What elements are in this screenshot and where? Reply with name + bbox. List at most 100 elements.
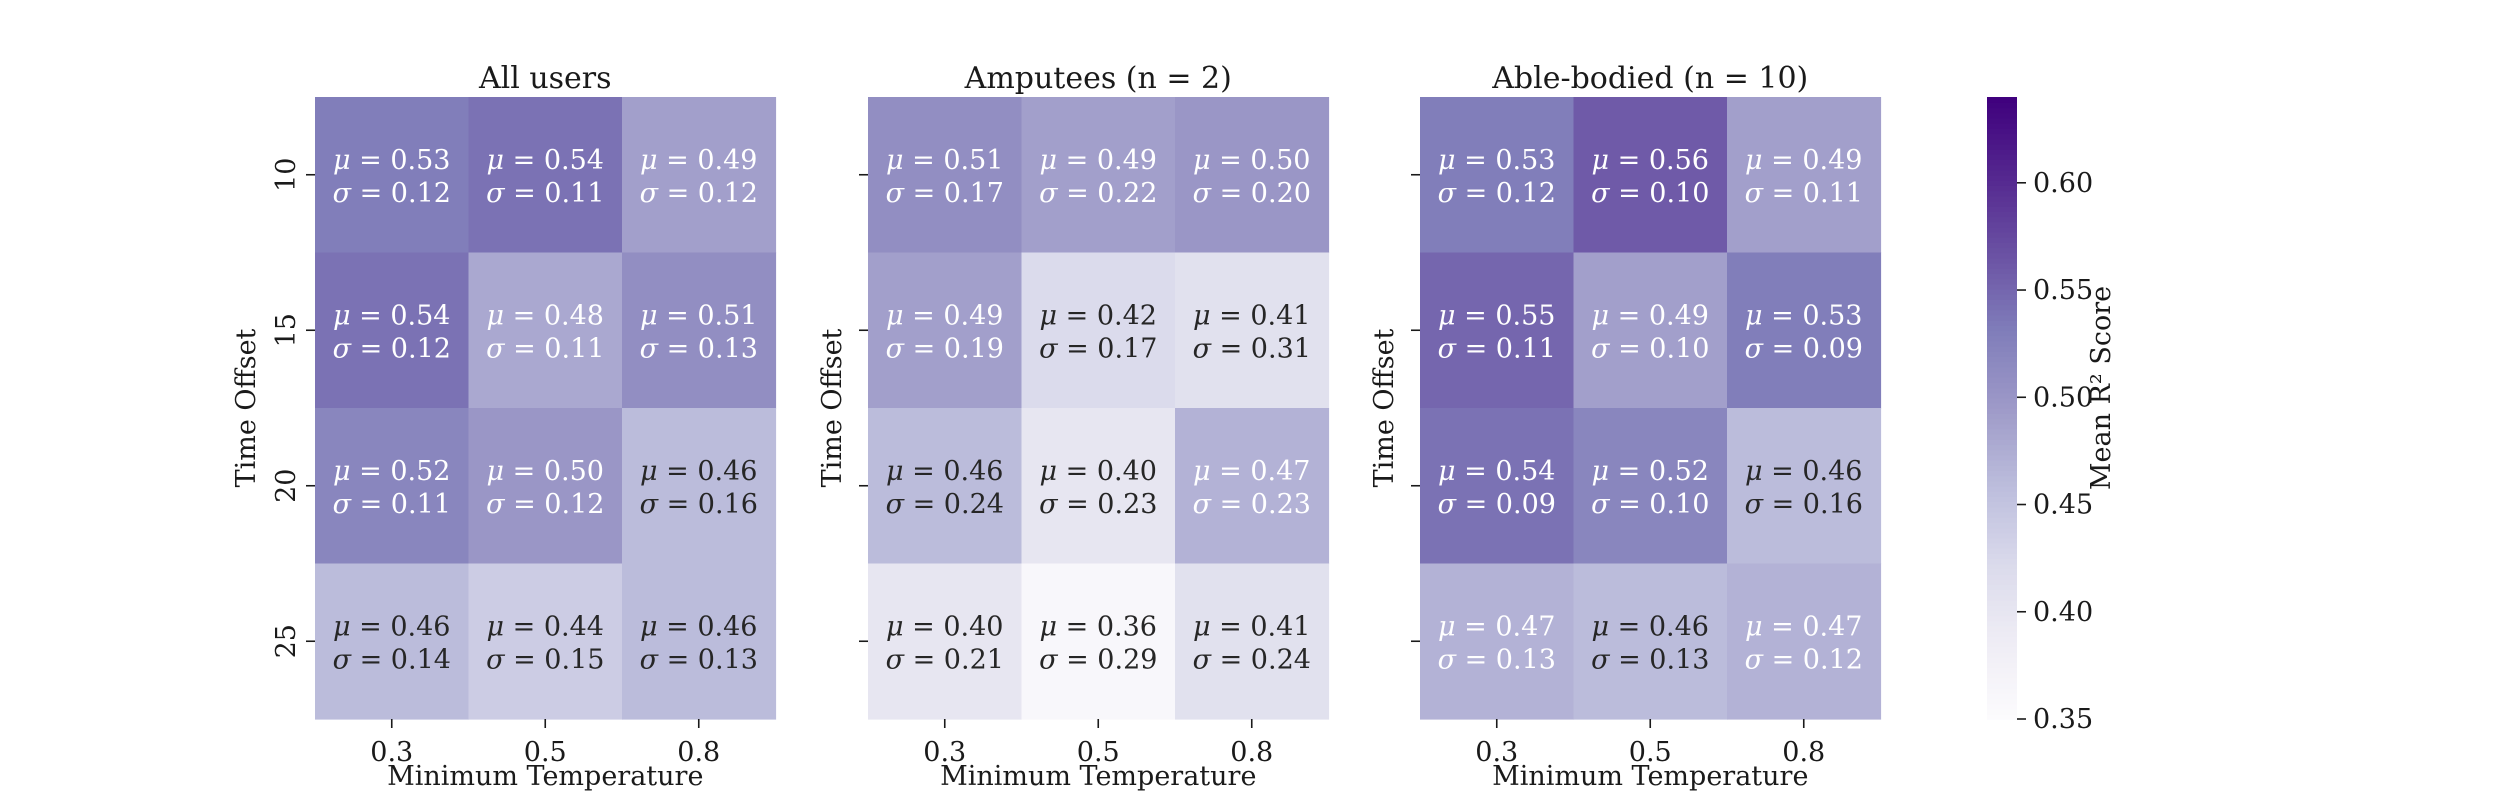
colorbar-segment [1987, 599, 2017, 606]
colorbar-segment [1987, 164, 2017, 171]
colorbar-segment [1987, 169, 2017, 176]
colorbar-segment [1987, 449, 2017, 456]
cell-sigma-label: σ = 0.17 [1039, 333, 1157, 364]
colorbar: 0.35 0.40 0.45 0.50 0.55 0.60 Mean R² Score [1987, 97, 2117, 735]
colorbar-segment [1987, 335, 2017, 342]
colorbar-segment [1987, 465, 2017, 471]
heatmap-cell [315, 252, 470, 409]
x-axis-label: Minimum Temperature [387, 761, 703, 792]
colorbar-segment [1987, 693, 2017, 700]
heatmap-cell [315, 563, 470, 720]
x-tick-label: 0.5 [1629, 737, 1672, 768]
colorbar-segment [1987, 200, 2017, 207]
colorbar-segment [1987, 382, 2017, 389]
cell-sigma-label: σ = 0.10 [1591, 178, 1709, 209]
colorbar-segment [1987, 547, 2017, 554]
cell-sigma-label: σ = 0.24 [1193, 644, 1311, 675]
cell-sigma-label: σ = 0.11 [486, 178, 604, 209]
colorbar-segment [1987, 242, 2017, 249]
colorbar-segment [1987, 661, 2017, 668]
colorbar-segment [1987, 568, 2017, 575]
cell-sigma-label: σ = 0.09 [1745, 333, 1863, 364]
colorbar-label: Mean R² Score [2086, 286, 2117, 490]
colorbar-segment [1987, 356, 2017, 363]
colorbar-segment [1987, 195, 2017, 202]
panel-title: Amputees (n = 2) [964, 61, 1232, 96]
colorbar-tick-label: 0.50 [2033, 382, 2093, 413]
x-tick-label: 0.3 [923, 737, 966, 768]
heatmap-cell [468, 252, 623, 409]
x-tick-label: 0.8 [677, 737, 720, 768]
heatmap-cell [868, 97, 1023, 254]
cell-mean-label: μ = 0.56 [1592, 145, 1709, 176]
cell-mean-label: μ = 0.46 [333, 611, 450, 642]
cell-sigma-label: σ = 0.21 [886, 644, 1004, 675]
cell-sigma-label: σ = 0.11 [1438, 333, 1556, 364]
heatmap-cell [1175, 408, 1330, 565]
heatmap-cell [468, 97, 623, 254]
colorbar-segment [1987, 361, 2017, 368]
cell-mean-label: μ = 0.55 [1438, 300, 1555, 331]
colorbar-tick-label: 0.55 [2033, 275, 2093, 306]
heatmap-cell [1573, 252, 1728, 409]
cell-mean-label: μ = 0.47 [1438, 611, 1555, 642]
colorbar-segment [1987, 107, 2017, 114]
cell-mean-label: μ = 0.44 [487, 611, 604, 642]
colorbar-segment [1987, 148, 2017, 155]
cell-sigma-label: σ = 0.13 [640, 644, 758, 675]
colorbar-segment [1987, 428, 2017, 435]
cell-mean-label: μ = 0.41 [1193, 300, 1310, 331]
cell-mean-label: μ = 0.49 [1040, 145, 1157, 176]
colorbar-segment [1987, 594, 2017, 601]
heatmap-cell [622, 97, 777, 254]
heatmap-cell [868, 408, 1023, 565]
colorbar-segment [1987, 325, 2017, 332]
colorbar-segment [1987, 439, 2017, 446]
colorbar-segment [1987, 641, 2017, 648]
colorbar-segment [1987, 630, 2017, 637]
cell-mean-label: μ = 0.53 [1438, 145, 1555, 176]
cell-sigma-label: σ = 0.31 [1193, 333, 1311, 364]
heatmap-cell [468, 408, 623, 565]
colorbar-segment [1987, 475, 2017, 482]
colorbar-segment [1987, 122, 2017, 129]
colorbar-segment [1987, 299, 2017, 306]
colorbar-segment [1987, 589, 2017, 596]
cell-sigma-label: σ = 0.19 [886, 333, 1004, 364]
heatmap-cell [868, 563, 1023, 720]
colorbar-segment [1987, 293, 2017, 300]
colorbar-segment [1987, 273, 2017, 280]
colorbar-segment [1987, 387, 2017, 394]
colorbar-segment [1987, 506, 2017, 513]
heatmap-cell [1727, 97, 1882, 254]
heatmap-cell [622, 252, 777, 409]
cell-mean-label: μ = 0.54 [333, 300, 450, 331]
heatmap-cell [1175, 563, 1330, 720]
cell-sigma-label: σ = 0.13 [1591, 644, 1709, 675]
heatmap-cell [1420, 408, 1575, 565]
colorbar-segment [1987, 579, 2017, 586]
colorbar-segment [1987, 350, 2017, 357]
colorbar-segment [1987, 687, 2017, 694]
colorbar-segment [1987, 672, 2017, 679]
cell-sigma-label: σ = 0.17 [886, 178, 1004, 209]
colorbar-segment [1987, 397, 2017, 404]
colorbar-segment [1987, 656, 2017, 663]
colorbar-segment [1987, 553, 2017, 560]
cell-mean-label: μ = 0.42 [1040, 300, 1157, 331]
cell-mean-label: μ = 0.46 [1592, 611, 1709, 642]
y-tick-label: 10 [271, 158, 302, 192]
heatmap-panel: Able-bodied (n = 10)μ = 0.53σ = 0.12μ = … [1369, 61, 1882, 792]
colorbar-segment [1987, 713, 2017, 720]
cell-sigma-label: σ = 0.12 [333, 178, 451, 209]
heatmap-panel: Amputees (n = 2)μ = 0.51σ = 0.17μ = 0.49… [817, 61, 1330, 792]
colorbar-segment [1987, 159, 2017, 166]
colorbar-segment [1987, 615, 2017, 622]
heatmap-cell [315, 97, 470, 254]
cell-sigma-label: σ = 0.11 [486, 333, 604, 364]
x-tick-label: 0.5 [524, 737, 567, 768]
cell-mean-label: μ = 0.47 [1745, 611, 1862, 642]
y-axis-label: Time Offset [1369, 328, 1400, 487]
colorbar-segment [1987, 345, 2017, 352]
